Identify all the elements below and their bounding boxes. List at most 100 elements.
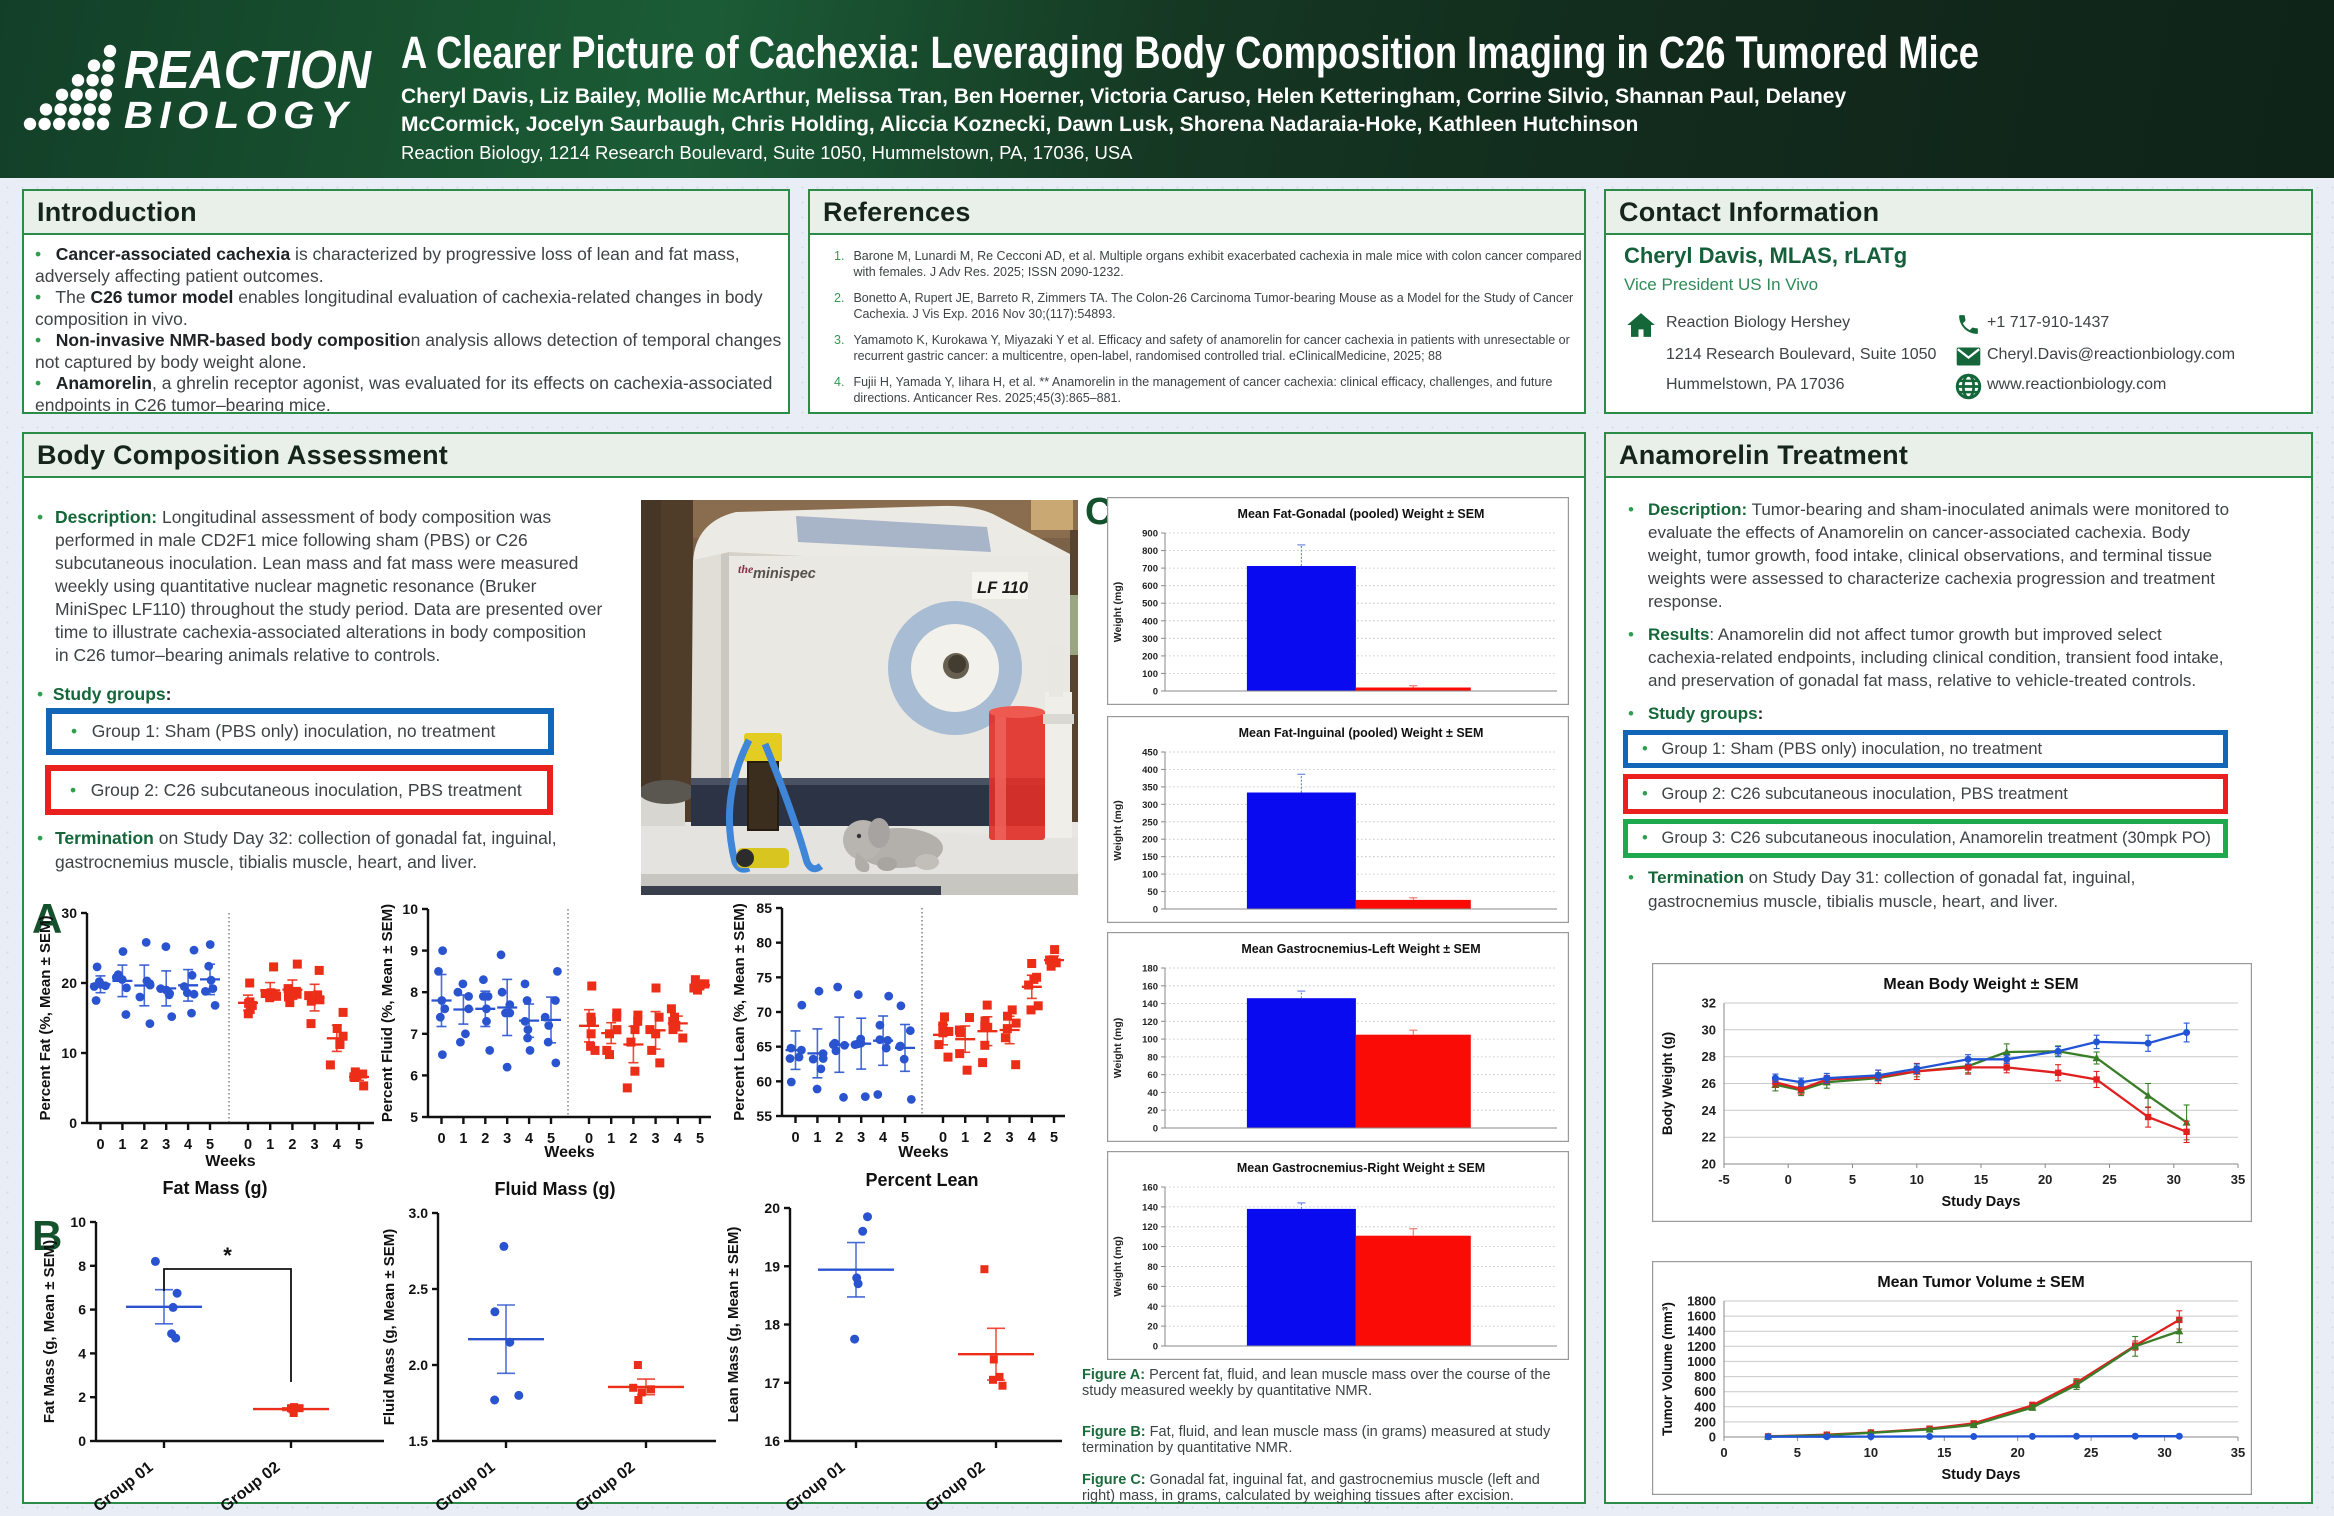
svg-text:65: 65 [756, 1039, 772, 1055]
svg-text:1: 1 [118, 1137, 126, 1153]
svg-text:30: 30 [61, 905, 77, 921]
svg-text:25: 25 [2102, 1172, 2116, 1187]
svg-text:17: 17 [764, 1375, 780, 1391]
svg-text:200: 200 [1142, 651, 1158, 662]
svg-text:25: 25 [2084, 1445, 2098, 1460]
svg-text:1: 1 [266, 1137, 274, 1153]
svg-text:9: 9 [410, 943, 418, 959]
svg-text:Fluid Mass (g, Mean ± SEM): Fluid Mass (g, Mean ± SEM) [381, 1229, 398, 1426]
svg-text:40: 40 [1147, 1302, 1158, 1313]
svg-text:140: 140 [1142, 1202, 1158, 1213]
svg-text:4: 4 [674, 1131, 682, 1147]
svg-text:900: 900 [1142, 529, 1158, 540]
svg-text:400: 400 [1142, 616, 1158, 627]
svg-text:1: 1 [459, 1131, 467, 1147]
svg-text:70: 70 [756, 1004, 772, 1020]
svg-text:0: 0 [939, 1130, 947, 1146]
svg-text:1600: 1600 [1687, 1309, 1716, 1324]
svg-text:1: 1 [607, 1131, 615, 1147]
svg-text:400: 400 [1142, 765, 1158, 776]
svg-text:700: 700 [1142, 564, 1158, 575]
svg-text:6: 6 [78, 1302, 86, 1318]
svg-text:600: 600 [1694, 1384, 1716, 1399]
svg-text:20: 20 [1147, 1106, 1158, 1117]
svg-text:150: 150 [1142, 852, 1158, 863]
svg-text:160: 160 [1142, 1183, 1158, 1194]
svg-text:400: 400 [1694, 1399, 1716, 1414]
svg-text:5: 5 [696, 1131, 704, 1147]
svg-text:Fat Mass (g, Mean ± SEM): Fat Mass (g, Mean ± SEM) [41, 1240, 58, 1423]
svg-text:0: 0 [244, 1137, 252, 1153]
svg-text:300: 300 [1142, 634, 1158, 645]
svg-text:Percent Lean (%, Mean ± SEM): Percent Lean (%, Mean ± SEM) [731, 903, 748, 1120]
svg-text:2: 2 [835, 1130, 843, 1146]
svg-text:0: 0 [1709, 1430, 1716, 1445]
svg-text:0: 0 [1153, 1124, 1158, 1135]
svg-text:350: 350 [1142, 782, 1158, 793]
svg-text:Group 02: Group 02 [573, 1459, 639, 1516]
svg-text:1000: 1000 [1687, 1354, 1716, 1369]
svg-text:Group 01: Group 01 [783, 1459, 849, 1516]
svg-text:20: 20 [2010, 1445, 2024, 1460]
svg-text:1: 1 [961, 1130, 969, 1146]
svg-text:5: 5 [206, 1137, 214, 1153]
svg-text:0: 0 [78, 1433, 86, 1449]
svg-text:3: 3 [652, 1131, 660, 1147]
svg-text:24: 24 [1702, 1103, 1717, 1118]
svg-text:80: 80 [756, 935, 772, 951]
svg-text:0: 0 [69, 1115, 77, 1131]
svg-text:180: 180 [1142, 964, 1158, 975]
svg-text:Mean Gastrocnemius-Left Weight: Mean Gastrocnemius-Left Weight ± SEM [1241, 942, 1480, 956]
svg-text:0: 0 [1720, 1445, 1727, 1460]
svg-text:the: the [738, 562, 754, 576]
svg-text:Weight (mg): Weight (mg) [1112, 582, 1124, 642]
svg-text:1800: 1800 [1687, 1294, 1716, 1309]
svg-text:10: 10 [1864, 1445, 1878, 1460]
svg-text:500: 500 [1142, 599, 1158, 610]
svg-text:20: 20 [61, 975, 77, 991]
svg-text:10: 10 [70, 1214, 86, 1230]
svg-text:8: 8 [410, 984, 418, 1000]
svg-text:1400: 1400 [1687, 1324, 1716, 1339]
svg-text:30: 30 [1702, 1022, 1716, 1037]
svg-text:1.5: 1.5 [409, 1433, 429, 1449]
svg-text:0: 0 [1153, 687, 1158, 698]
svg-text:4: 4 [78, 1345, 86, 1361]
svg-text:200: 200 [1694, 1414, 1716, 1429]
svg-text:26: 26 [1702, 1076, 1716, 1091]
svg-text:4: 4 [1028, 1130, 1036, 1146]
svg-text:1: 1 [813, 1130, 821, 1146]
svg-text:5: 5 [1849, 1172, 1856, 1187]
svg-text:60: 60 [1147, 1282, 1158, 1293]
svg-text:10: 10 [61, 1045, 77, 1061]
svg-text:Weight (mg): Weight (mg) [1112, 1236, 1124, 1296]
svg-text:800: 800 [1694, 1369, 1716, 1384]
svg-text:10: 10 [402, 902, 418, 917]
svg-text:Study Days: Study Days [1942, 1194, 2021, 1210]
svg-text:8: 8 [78, 1258, 86, 1274]
svg-text:Tumor Volume (mm³): Tumor Volume (mm³) [1660, 1302, 1675, 1436]
svg-text:60: 60 [1147, 1070, 1158, 1081]
svg-text:300: 300 [1142, 800, 1158, 811]
svg-text:2.0: 2.0 [409, 1357, 429, 1373]
svg-text:Weeks: Weeks [898, 1144, 949, 1161]
svg-text:Weeks: Weeks [205, 1153, 256, 1170]
svg-text:50: 50 [1147, 887, 1158, 898]
svg-text:4: 4 [879, 1130, 887, 1146]
svg-text:85: 85 [756, 902, 772, 916]
svg-text:100: 100 [1142, 1242, 1158, 1253]
svg-text:Percent Fluid (%, Mean ± SEM): Percent Fluid (%, Mean ± SEM) [379, 904, 396, 1122]
svg-text:20: 20 [764, 1200, 780, 1216]
svg-text:18: 18 [764, 1317, 780, 1333]
svg-text:3: 3 [162, 1137, 170, 1153]
svg-text:Mean Gastrocnemius-Right Weigh: Mean Gastrocnemius-Right Weight ± SEM [1237, 1161, 1485, 1175]
svg-text:Weeks: Weeks [544, 1144, 595, 1161]
svg-text:-5: -5 [1718, 1172, 1730, 1187]
svg-text:Group 02: Group 02 [218, 1459, 284, 1516]
svg-text:Percent Fat (%, Mean ± SEM): Percent Fat (%, Mean ± SEM) [37, 916, 54, 1121]
svg-text:100: 100 [1142, 870, 1158, 881]
svg-text:40: 40 [1147, 1088, 1158, 1099]
svg-text:*: * [223, 1243, 232, 1268]
svg-text:Study Days: Study Days [1942, 1467, 2021, 1483]
svg-text:0: 0 [1153, 1342, 1158, 1353]
